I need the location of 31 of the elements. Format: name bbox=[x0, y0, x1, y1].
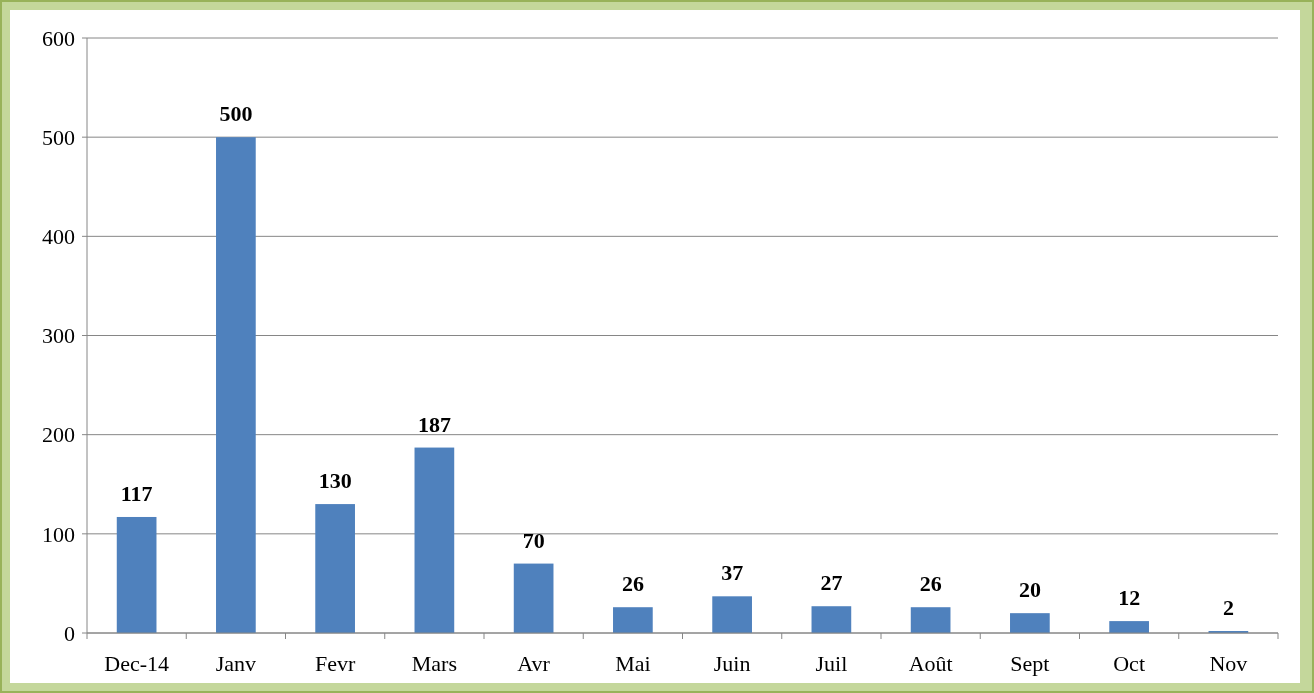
data-label: 12 bbox=[1118, 585, 1141, 611]
y-tick-label: 500 bbox=[42, 124, 75, 150]
data-label: 117 bbox=[120, 480, 153, 506]
x-tick-label: Mars bbox=[411, 651, 457, 676]
y-tick-label: 200 bbox=[42, 422, 75, 448]
x-tick-label: Oct bbox=[1113, 651, 1146, 676]
x-tick-label: Dec-14 bbox=[104, 651, 169, 676]
y-tick-label: 300 bbox=[42, 323, 75, 349]
x-tick-label: Août bbox=[908, 651, 953, 676]
y-tick-label: 100 bbox=[42, 521, 75, 547]
y-tick-label: 0 bbox=[64, 620, 75, 646]
x-tick-label: Nov bbox=[1209, 651, 1248, 676]
y-tick-label: 600 bbox=[42, 25, 75, 51]
x-tick-label: Mai bbox=[615, 651, 651, 676]
data-label: 187 bbox=[417, 411, 451, 437]
data-label: 20 bbox=[1018, 577, 1041, 603]
data-label: 26 bbox=[919, 571, 942, 597]
x-tick-label: Fevr bbox=[314, 651, 356, 676]
x-tick-label: Juil bbox=[815, 651, 848, 676]
data-label: 26 bbox=[621, 571, 644, 597]
data-label: 130 bbox=[318, 468, 352, 494]
data-label: 27 bbox=[820, 570, 843, 596]
x-tick-label: Avr bbox=[517, 651, 551, 676]
y-tick-label: 400 bbox=[42, 224, 75, 250]
x-tick-label: Sept bbox=[1010, 651, 1050, 676]
data-label: 37 bbox=[721, 560, 744, 586]
data-label: 2 bbox=[1222, 595, 1234, 621]
x-tick-label: Juin bbox=[713, 651, 751, 676]
data-label: 500 bbox=[219, 101, 253, 127]
x-tick-label: Janv bbox=[215, 651, 257, 676]
data-label: 70 bbox=[522, 527, 545, 553]
